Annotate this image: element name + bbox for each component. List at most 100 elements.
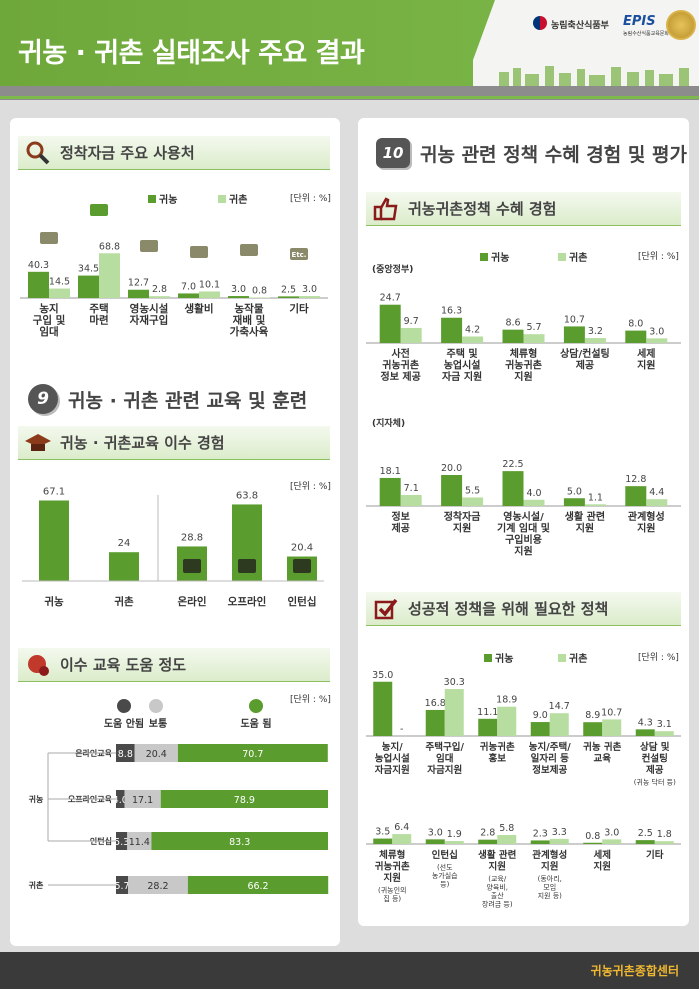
etc-icon-label: Etc. (292, 251, 307, 259)
central-value-label: 10.7 (564, 314, 585, 325)
local-bar-rural (400, 494, 422, 506)
central-value-label: 4.2 (465, 324, 480, 335)
help-bar-segment (160, 790, 328, 808)
fund-bar-rural (299, 296, 320, 298)
edu-unit: [단위 : %] (290, 482, 331, 492)
local-bar-farm (441, 475, 463, 506)
central-category-label: 주택 및 농업시설 자금 지원 (442, 347, 482, 383)
help-bar-segment (127, 832, 152, 850)
central-bar-farm (563, 326, 585, 343)
page-title: 귀농 · 귀촌 실태조사 주요 결과 (18, 38, 365, 69)
help-bar-segment (134, 744, 178, 762)
needed1-value-label: 35.0 (372, 670, 393, 681)
needed2-note-label: (교육/양육비, 출산 장려금 등) (482, 875, 513, 909)
needed2-note-label: (선도 농가실습 등) (432, 863, 458, 889)
help-bar-segment (116, 832, 128, 850)
fund-value-label: 34.5 (78, 264, 99, 275)
fund-bar-farm (178, 293, 199, 298)
local-value-label: 22.5 (502, 459, 523, 470)
face-icon (24, 651, 52, 679)
central-bar-rural (462, 336, 484, 343)
house-icon (90, 204, 108, 216)
footer-logo: 귀농귀촌종합센터 (590, 964, 679, 978)
needed-legend-farm: 귀농 (484, 650, 513, 665)
fund-value-label: 12.7 (128, 278, 149, 289)
needed2-category-label: 기타 (646, 849, 664, 861)
needed2-note-label: (귀농인의 집 등) (378, 886, 407, 904)
help-face-icon (249, 699, 263, 713)
edu-type-value-label: 67.1 (43, 486, 65, 497)
help-value-label: 5.7 (114, 881, 129, 892)
graduation-cap-icon (24, 429, 52, 457)
edu-mode-value-label: 28.8 (181, 532, 203, 543)
needed1-note-label: (귀농 닥터 등) (634, 778, 676, 787)
help-value-label: 70.7 (242, 749, 263, 760)
needed1-category-label: 농지/주택/일자리 등 정보제공 (529, 741, 571, 776)
help-value-label: 5.3 (114, 837, 129, 848)
needed1-bar-rural (549, 713, 569, 736)
needed1-bar-farm (425, 709, 445, 736)
fund-bar-farm (228, 296, 249, 298)
needed-chart-2: 3.5 6.4 체류형 귀농귀촌 지원 (귀농인의 집 등) 3.0 1.9 인턴십 (선도 농가실습… (366, 822, 681, 909)
help-group-farm: 귀농 (29, 794, 44, 804)
central-value-label: 8.6 (505, 318, 520, 329)
help-value-label: 8.8 (118, 749, 133, 760)
edu-mode-value-label: 63.8 (236, 490, 258, 501)
header: 귀농 · 귀촌 실태조사 주요 결과 농림축산식품부 EPIS 농림수산식품교육… (0, 0, 699, 86)
central-category-label: 체류형 귀농귀촌 지원 (505, 347, 542, 383)
edu-mode-value-label: 20.4 (291, 543, 313, 554)
needed1-bar-rural (497, 706, 517, 736)
help-bar-segment (124, 790, 161, 808)
needed2-category-label: 관계형성 지원 (532, 849, 567, 873)
needed2-value-label: 2.5 (638, 828, 653, 839)
help-section-title: 이수 교육 도움 정도 (18, 648, 330, 682)
logo-area: 농림축산식품부 EPIS 농림수산식품교육문화정보원 (473, 0, 699, 86)
local-value-label: 7.1 (404, 483, 419, 494)
fund-value-label: 7.0 (181, 281, 196, 292)
fund-bar-rural (99, 253, 120, 298)
needed1-value-label: 30.3 (444, 677, 465, 688)
local-bar-rural (462, 497, 484, 506)
needed1-value-label: 3.1 (657, 719, 672, 730)
benefit-title-text: 귀농귀촌정책 수혜 경험 (408, 200, 557, 218)
needed1-value-label: 18.9 (496, 695, 517, 706)
local-value-label: 12.8 (625, 474, 646, 485)
benefit-legend-farm: 귀농 (480, 249, 509, 264)
central-label: (중앙정부) (372, 265, 414, 275)
edu-title-text: 귀농 · 귀촌교육 이수 경험 (60, 434, 225, 452)
help-value-label: 11.4 (129, 837, 150, 848)
needed2-category-label: 인턴십 (432, 849, 458, 861)
edu-type-category-label: 귀농 (44, 595, 64, 608)
needed2-category-label: 세제 지원 (594, 849, 611, 873)
local-category-label: 영농시설/기계 임대 및 구입비용 지원 (497, 510, 550, 558)
fund-value-label: 68.8 (99, 241, 120, 252)
sec9-title: 9 귀농 · 귀촌 관련 교육 및 훈련 (28, 384, 307, 414)
fund-category-label: 농지 구입 및 임대 (33, 302, 66, 338)
needed1-bar-rural (602, 719, 622, 736)
needed1-value-label: 10.7 (601, 707, 622, 718)
central-value-label: 9.7 (404, 316, 419, 327)
central-chart: 24.7 9.7 사전 귀농귀촌 정보 제공 16.34.2 주택 및 농업시설 자금 지원 8.… (366, 293, 681, 383)
needed2-category-label: 생활 관련 지원 (478, 849, 516, 873)
fund-value-label: 0.8 (252, 285, 267, 296)
fund-section-title: 정착자금 주요 사용처 (18, 136, 330, 170)
help-group-rural: 귀촌 (29, 880, 44, 890)
needed-legend-rural: 귀촌 (558, 650, 587, 665)
needed2-value-label: 5.8 (499, 823, 514, 834)
shovel-icon (140, 240, 158, 252)
seal-icon (666, 10, 696, 40)
sec10-title-text: 귀농 관련 정책 수혜 경험 및 평가 (420, 143, 687, 166)
local-bar-farm (563, 498, 585, 506)
needed2-value-label: 3.0 (604, 827, 619, 838)
needed1-value-label: 14.7 (549, 701, 570, 712)
needed2-bar-rural (444, 841, 464, 844)
help-title-text: 이수 교육 도움 정도 (60, 656, 187, 674)
needed2-value-label: 1.8 (657, 829, 672, 840)
help-bar-segment (187, 876, 329, 894)
help-bar-segment (116, 744, 135, 762)
monitor-icon (183, 559, 201, 573)
local-bar-farm (625, 486, 647, 506)
local-label: (지자체) (372, 419, 406, 429)
